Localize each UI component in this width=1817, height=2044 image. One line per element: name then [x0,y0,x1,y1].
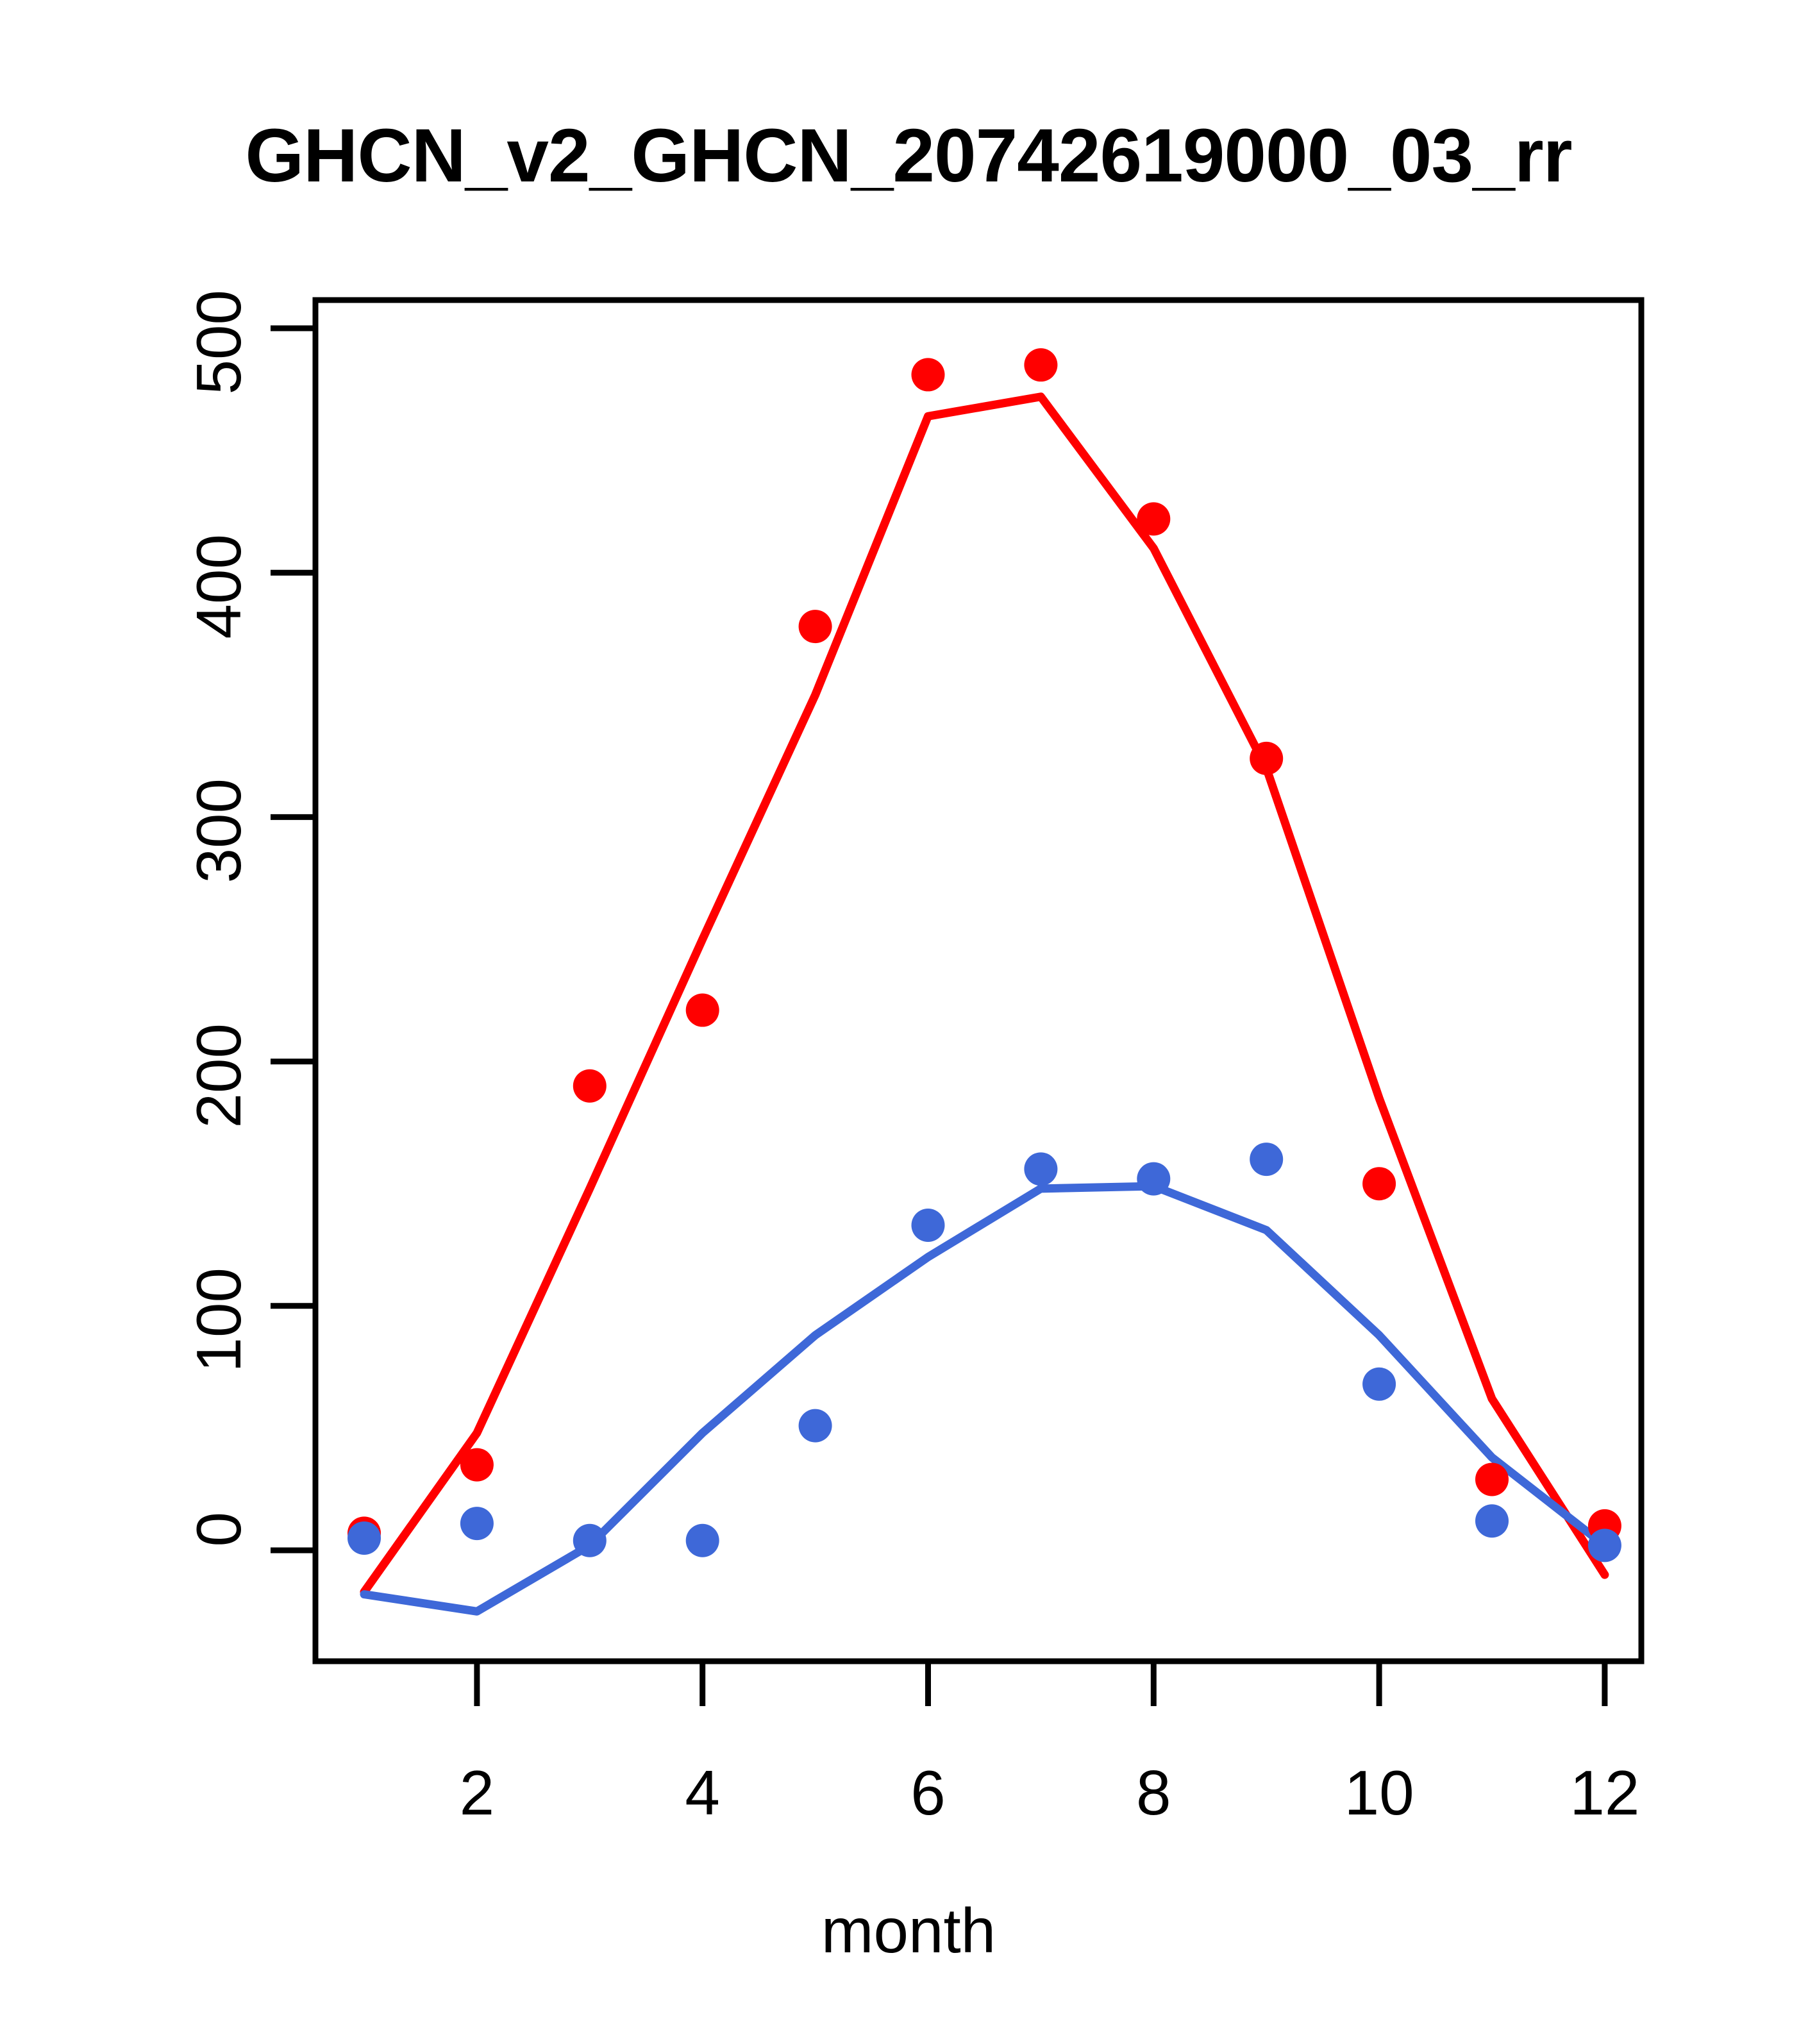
x-axis-ticks [474,1661,1608,1706]
data-point-red-points [573,1069,607,1103]
data-point-red-points [1250,741,1284,775]
data-point-blue-points [1137,1162,1171,1196]
x-axis-title: month [821,1895,996,1966]
y-tick-label: 200 [183,1023,254,1128]
data-point-red-points [685,993,719,1027]
data-point-red-points [1362,1167,1396,1201]
data-point-blue-points [1475,1504,1509,1538]
y-tick-label: 300 [183,778,254,884]
data-point-blue-points [1250,1143,1284,1177]
y-tick-label: 0 [183,1512,254,1547]
x-tick-label: 4 [685,1757,720,1828]
y-axis-ticks [271,325,315,1554]
data-point-blue-points [798,1409,832,1443]
data-point-blue-points [1587,1529,1621,1562]
x-tick-label: 8 [1136,1757,1171,1828]
data-point-red-points [1024,348,1058,382]
data-point-blue-points [685,1523,719,1557]
x-tick-label: 2 [459,1757,495,1828]
data-point-blue-points [460,1507,494,1541]
x-tick-label: 12 [1570,1757,1640,1828]
x-tick-label: 6 [910,1757,946,1828]
data-point-red-points [911,358,945,392]
series-line-red-line [360,392,1609,1596]
data-point-blue-points [911,1209,945,1243]
y-tick-label: 500 [183,290,254,395]
data-point-blue-points [347,1521,381,1555]
chart-title: GHCN_v2_GHCN_20742619000_03_rr [245,113,1572,198]
data-point-red-points [1137,502,1171,536]
data-point-red-points [798,610,832,644]
data-point-blue-points [1362,1367,1396,1401]
series-line-blue-line [360,1182,1609,1616]
data-point-red-points [460,1448,494,1482]
x-tick-label: 10 [1344,1757,1414,1828]
data-point-blue-points [573,1523,607,1557]
data-point-blue-points [1024,1152,1058,1186]
y-tick-label: 100 [183,1267,254,1373]
axis-frame [312,297,1645,1664]
series-group [347,348,1621,1616]
y-tick-label: 400 [183,534,254,639]
data-point-red-points [1475,1462,1509,1496]
